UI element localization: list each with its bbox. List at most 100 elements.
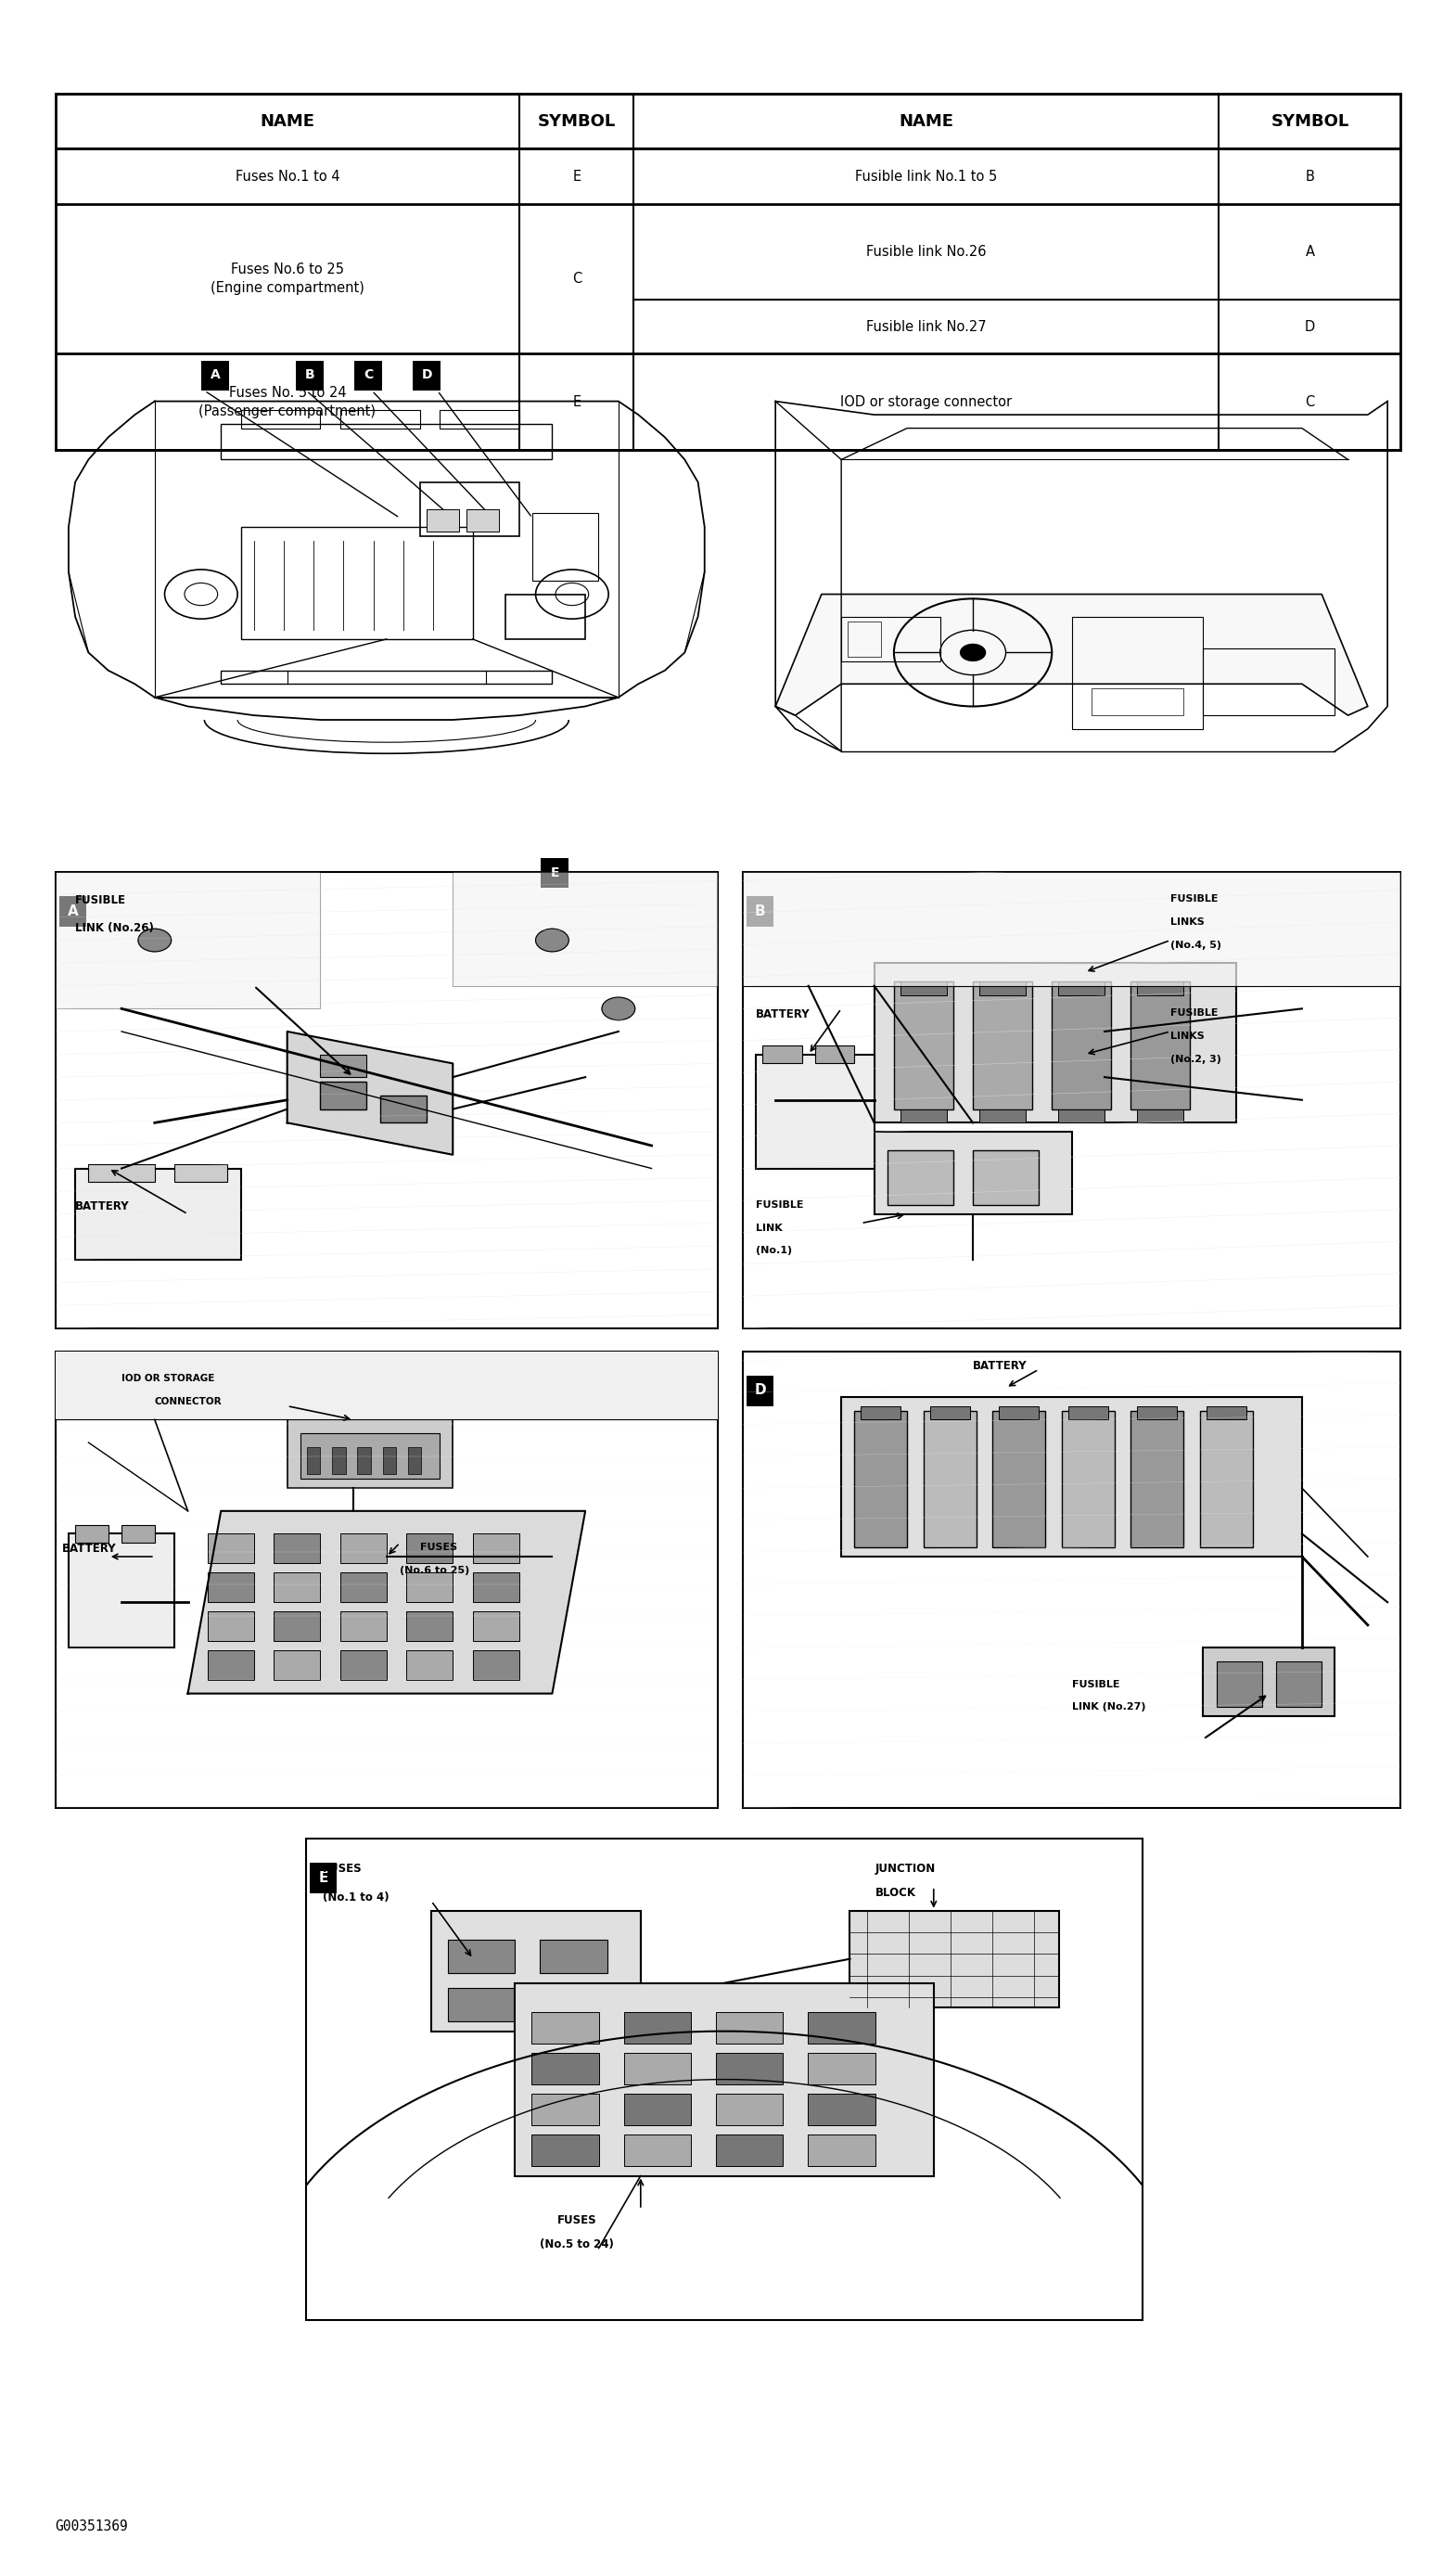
Bar [860, 1405, 900, 1420]
Bar [406, 1651, 453, 1679]
Bar [201, 362, 229, 390]
Text: B: B [1305, 169, 1315, 182]
Bar [383, 1446, 396, 1474]
Bar [973, 982, 1032, 1110]
Bar [808, 2136, 875, 2167]
Text: FUSIBLE: FUSIBLE [1171, 1008, 1219, 1018]
Bar [341, 1572, 387, 1602]
Bar [842, 618, 941, 662]
Text: FUSES: FUSES [556, 2215, 597, 2226]
Text: A: A [67, 905, 79, 918]
Text: BATTERY: BATTERY [756, 1008, 810, 1020]
Bar [448, 1938, 515, 1974]
Bar [55, 1351, 718, 1808]
Text: C: C [572, 272, 581, 285]
Text: Fuses No.6 to 25
(Engine compartment): Fuses No.6 to 25 (Engine compartment) [211, 262, 364, 295]
Bar [1137, 982, 1184, 995]
Text: FUSES: FUSES [419, 1544, 457, 1551]
Bar [341, 1533, 387, 1564]
Polygon shape [287, 1031, 453, 1154]
Bar [58, 897, 86, 926]
Bar [431, 1910, 641, 2031]
Bar [923, 1410, 976, 1549]
Bar [341, 1610, 387, 1641]
Bar [1131, 982, 1190, 1110]
Bar [221, 672, 552, 685]
Bar [208, 1651, 255, 1679]
Bar [453, 872, 718, 987]
Text: (No.4, 5): (No.4, 5) [1171, 941, 1222, 949]
Bar [1137, 1405, 1176, 1420]
Text: NAME: NAME [900, 113, 954, 131]
Bar [1203, 1649, 1335, 1715]
Text: E: E [572, 169, 581, 182]
Text: IOD OR STORAGE: IOD OR STORAGE [121, 1374, 214, 1385]
Bar [274, 1651, 320, 1679]
Text: B: B [754, 905, 766, 918]
Bar [406, 1610, 453, 1641]
Text: C: C [364, 369, 373, 382]
Bar [175, 1164, 227, 1182]
Bar [533, 513, 598, 582]
Text: LINKS: LINKS [1171, 1031, 1204, 1041]
Bar [406, 1533, 453, 1564]
Text: LINKS: LINKS [1171, 918, 1204, 926]
Text: Fusible link No.1 to 5: Fusible link No.1 to 5 [855, 169, 997, 182]
Bar [240, 528, 473, 638]
Text: (No.1 to 4): (No.1 to 4) [322, 1892, 389, 1902]
Bar [473, 1651, 518, 1679]
Bar [309, 1864, 336, 1892]
Text: LINK (No.26): LINK (No.26) [76, 923, 154, 933]
Bar [540, 1938, 607, 1974]
Bar [332, 1446, 345, 1474]
Bar [274, 1533, 320, 1564]
Text: BATTERY: BATTERY [63, 1544, 116, 1554]
Bar [55, 872, 718, 1328]
Bar [900, 982, 946, 995]
Bar [380, 1095, 427, 1123]
Bar [900, 1110, 946, 1123]
Text: NAME: NAME [261, 113, 314, 131]
Bar [1137, 1110, 1184, 1123]
Bar [874, 964, 1236, 1123]
Bar [623, 2136, 690, 2167]
Bar [515, 1982, 933, 2177]
Bar [505, 595, 585, 638]
Text: (No.5 to 24): (No.5 to 24) [540, 2238, 614, 2251]
Polygon shape [776, 595, 1367, 715]
Bar [763, 1046, 802, 1064]
Circle shape [138, 928, 172, 951]
Bar [297, 362, 323, 390]
Bar [208, 1572, 255, 1602]
Bar [408, 1446, 421, 1474]
Bar [623, 2013, 690, 2044]
Bar [1072, 618, 1203, 728]
Bar [1051, 982, 1111, 1110]
Bar [341, 410, 419, 428]
Text: BATTERY: BATTERY [973, 1361, 1028, 1372]
Bar [1275, 1661, 1322, 1708]
Bar [240, 410, 320, 428]
Bar [320, 1054, 367, 1077]
Text: SYMBOL: SYMBOL [537, 113, 616, 131]
Bar [531, 2095, 598, 2126]
Bar [930, 1405, 970, 1420]
Bar [466, 508, 499, 531]
Bar [274, 1610, 320, 1641]
Bar [894, 982, 954, 1110]
Bar [55, 95, 1401, 451]
Bar [1203, 649, 1335, 715]
Bar [1207, 1405, 1246, 1420]
Text: FUSIBLE: FUSIBLE [756, 1200, 804, 1210]
Bar [1200, 1410, 1252, 1549]
Bar [1216, 1661, 1262, 1708]
Text: Fuses No.1 to 4: Fuses No.1 to 4 [236, 169, 339, 182]
Bar [274, 1572, 320, 1602]
Bar [855, 1410, 907, 1549]
Bar [440, 410, 518, 428]
Bar [531, 2054, 598, 2085]
Bar [623, 2054, 690, 2085]
Bar [815, 1046, 855, 1064]
Bar [58, 1377, 86, 1405]
Text: CONNECTOR: CONNECTOR [154, 1397, 223, 1405]
